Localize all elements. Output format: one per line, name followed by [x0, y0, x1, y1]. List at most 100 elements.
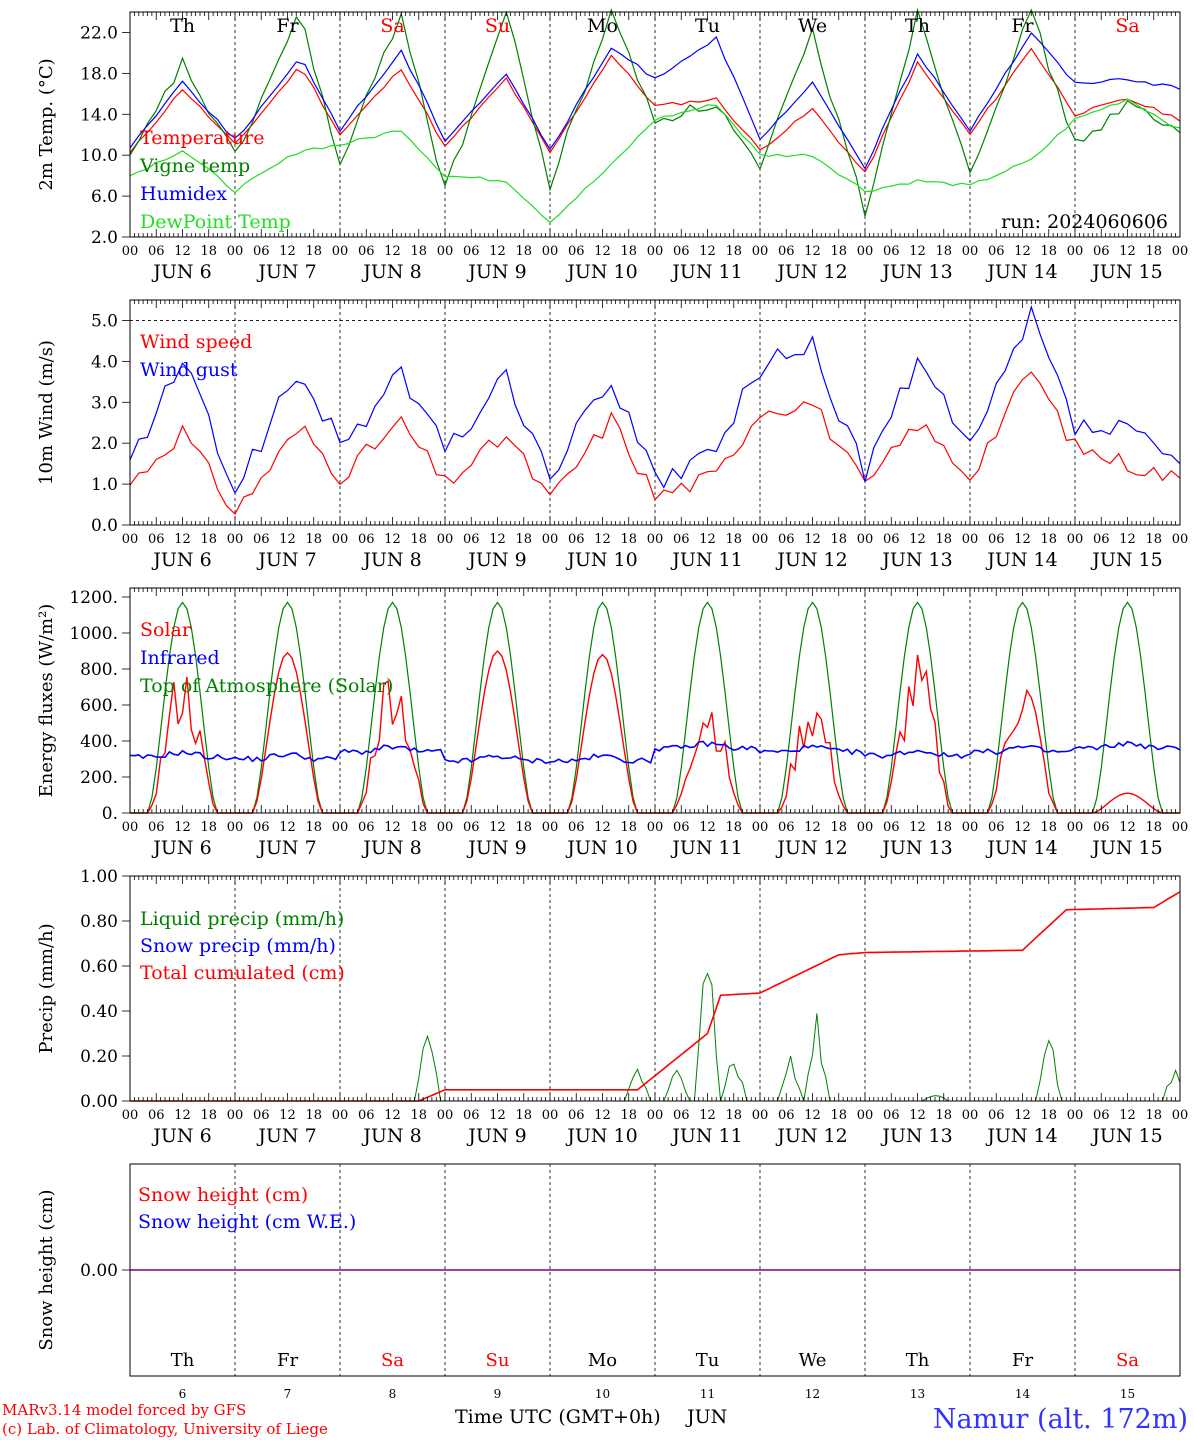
x-date-label: JUN 7 [256, 261, 316, 283]
x-hour-tick-label: 06 [568, 1108, 585, 1123]
x-hour-tick-label: 06 [568, 532, 585, 547]
x-day-number-label: 11 [700, 1387, 715, 1401]
x-hour-tick-label: 12 [1119, 244, 1136, 259]
x-hour-tick-label: 18 [410, 820, 427, 835]
x-hour-tick-label: 06 [778, 1108, 795, 1123]
x-date-label: JUN 14 [985, 837, 1057, 859]
x-hour-tick-label: 12 [489, 244, 506, 259]
x-hour-tick-label: 06 [673, 532, 690, 547]
x-hour-tick-label: 00 [857, 1108, 874, 1123]
weekday-label: Th [171, 1350, 195, 1371]
legend-entry: Temperature [140, 127, 264, 149]
x-hour-tick-label: 06 [253, 820, 270, 835]
x-hour-tick-label: 00 [962, 532, 979, 547]
weekday-label: We [798, 15, 827, 37]
x-hour-tick-label: 18 [1040, 244, 1057, 259]
y-axis-label: 2m Temp. (°C) [36, 58, 57, 190]
panel-frame [129, 587, 1181, 814]
x-day-number-label: 8 [389, 1387, 397, 1401]
x-hour-tick-label: 12 [489, 1108, 506, 1123]
x-hour-tick-label: 06 [463, 1108, 480, 1123]
x-date-label: JUN 13 [880, 1125, 952, 1147]
x-hour-tick-label: 18 [200, 820, 217, 835]
x-hour-tick-label: 06 [148, 244, 165, 259]
weekday-label: Fr [1012, 1350, 1033, 1371]
y-tick-label: 14.0 [80, 105, 118, 125]
x-hour-tick-label: 18 [1040, 532, 1057, 547]
x-hour-tick-label: 12 [384, 532, 401, 547]
y-axis-label: 10m Wind (m/s) [36, 340, 57, 485]
y-tick-label: 0.00 [80, 1261, 118, 1281]
y-tick-label: 200. [80, 768, 118, 788]
y-tick-label: 10.0 [80, 146, 118, 166]
y-tick-label: 0.0 [91, 516, 118, 536]
x-hour-tick-label: 06 [463, 820, 480, 835]
grid-layer [130, 12, 1180, 1376]
x-hour-tick-label: 12 [1014, 244, 1031, 259]
x-date-label: JUN 10 [565, 549, 637, 571]
x-hour-tick-label: 00 [332, 244, 349, 259]
x-hour-tick-label: 06 [358, 532, 375, 547]
x-hour-tick-label: 12 [174, 532, 191, 547]
x-hour-tick-label: 18 [830, 1108, 847, 1123]
x-date-label: JUN 15 [1090, 1125, 1162, 1147]
x-hour-tick-label: 12 [384, 244, 401, 259]
x-hour-tick-label: 18 [830, 244, 847, 259]
x-hour-tick-label: 12 [489, 820, 506, 835]
x-date-label: JUN 13 [880, 549, 952, 571]
x-day-number-label: 9 [494, 1387, 502, 1401]
y-tick-label: 22.0 [80, 23, 118, 43]
x-date-label: JUN 11 [670, 837, 742, 859]
x-hour-tick-label: 00 [122, 244, 139, 259]
y-tick-label: 0.80 [80, 912, 118, 932]
x-date-label: JUN 9 [466, 837, 526, 859]
x-hour-tick-label: 12 [909, 244, 926, 259]
x-hour-tick-label: 06 [778, 532, 795, 547]
x-hour-tick-label: 06 [673, 1108, 690, 1123]
wind-series-line [129, 371, 1181, 515]
x-hour-tick-label: 00 [227, 820, 244, 835]
y-axis-label: Snow height (cm) [36, 1189, 57, 1350]
x-hour-tick-label: 18 [410, 1108, 427, 1123]
x-hour-tick-label: 00 [752, 820, 769, 835]
panel-frame [129, 11, 1181, 238]
x-date-label: JUN 12 [775, 1125, 847, 1147]
x-hour-tick-label: 06 [673, 820, 690, 835]
legend-entry: Wind speed [140, 331, 252, 353]
x-hour-tick-label: 06 [463, 532, 480, 547]
x-hour-tick-label: 12 [174, 820, 191, 835]
weekday-label: Th [906, 1350, 930, 1371]
x-hour-tick-label: 00 [647, 244, 664, 259]
y-tick-label: 4.0 [91, 352, 118, 372]
x-hour-tick-label: 12 [804, 1108, 821, 1123]
x-hour-tick-label: 18 [935, 532, 952, 547]
x-hour-tick-label: 18 [305, 532, 322, 547]
x-hour-tick-label: 18 [305, 820, 322, 835]
legend-entry: Total cumulated (cm) [140, 962, 345, 984]
x-hour-tick-label: 00 [122, 1108, 139, 1123]
wind-series-line [129, 304, 1181, 495]
x-hour-tick-label: 00 [437, 532, 454, 547]
x-hour-tick-label: 00 [122, 532, 139, 547]
panel-frame [129, 875, 1181, 1102]
x-hour-tick-label: 00 [752, 244, 769, 259]
x-hour-tick-label: 12 [1014, 532, 1031, 547]
x-hour-tick-label: 00 [857, 244, 874, 259]
weekday-label: Sa [1116, 1350, 1139, 1371]
x-date-label: JUN 8 [361, 549, 421, 571]
y-tick-label: 5.0 [91, 311, 118, 331]
x-date-label: JUN 6 [151, 837, 211, 859]
x-hour-tick-label: 00 [1172, 532, 1189, 547]
y-tick-label: 3.0 [91, 393, 118, 413]
x-hour-tick-label: 12 [489, 532, 506, 547]
x-hour-tick-label: 06 [1093, 1108, 1110, 1123]
x-hour-tick-label: 18 [725, 1108, 742, 1123]
legend-entry: Snow height (cm) [138, 1184, 308, 1206]
x-date-label: JUN 6 [151, 549, 211, 571]
infrared-line [129, 740, 1181, 765]
x-hour-tick-label: 06 [673, 244, 690, 259]
x-hour-tick-label: 18 [410, 532, 427, 547]
x-hour-tick-label: 18 [935, 820, 952, 835]
x-hour-tick-label: 12 [174, 1108, 191, 1123]
